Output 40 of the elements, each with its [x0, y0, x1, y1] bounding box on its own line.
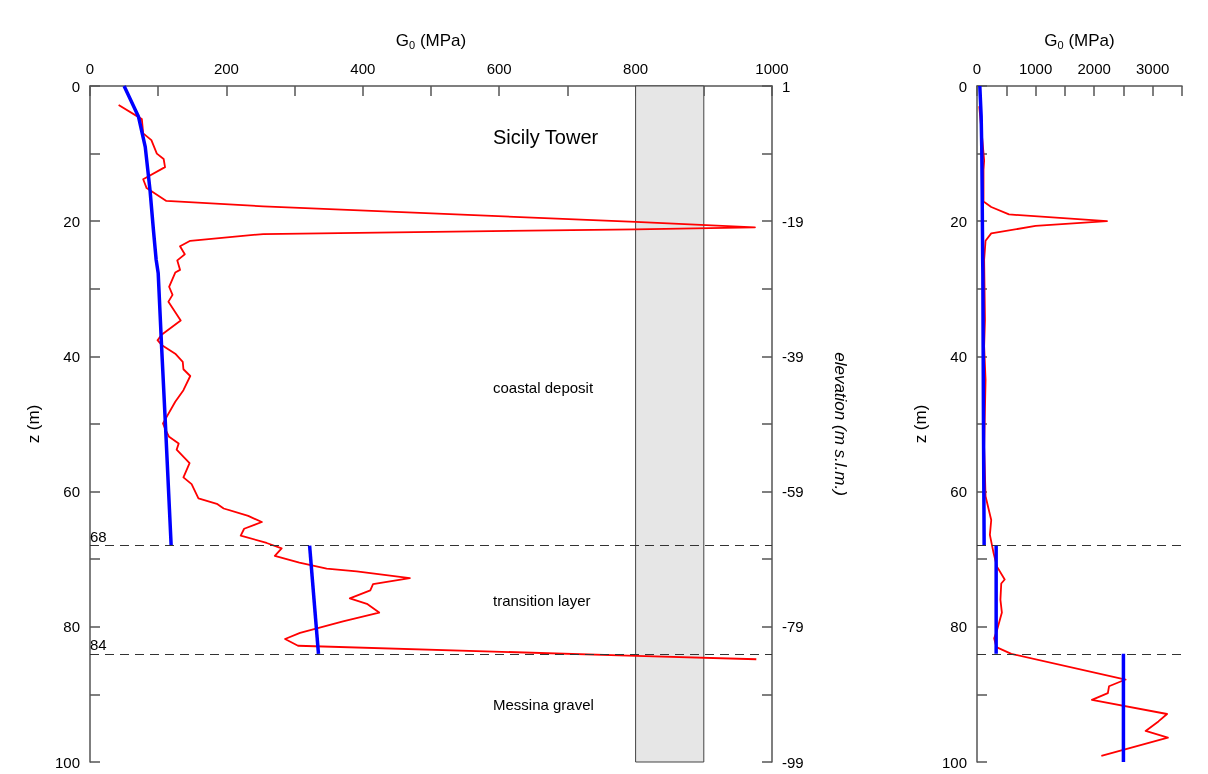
y-tick-label: 20: [950, 212, 967, 230]
x-tick-label: 0: [85, 60, 95, 77]
y-tick-label: 20: [63, 212, 80, 230]
y2-tick-label: -19: [782, 212, 804, 230]
line-series: [117, 104, 758, 661]
y-tick-label: 80: [950, 618, 967, 636]
y-tick-label: 100: [54, 753, 80, 771]
annotation: transition layer: [493, 591, 591, 609]
y-tick-label: 40: [63, 347, 80, 365]
y-tick-label: 0: [958, 77, 967, 95]
x-tick-label: 1000: [1018, 60, 1053, 77]
y-tick-label: 0: [71, 77, 80, 95]
x-tick-label: 0: [972, 60, 982, 77]
y-axis-title: z (m): [24, 404, 43, 444]
y-tick-label: 60: [950, 483, 967, 501]
y-axis-title: z (m): [911, 404, 930, 444]
x-tick-label: 3000: [1136, 60, 1170, 77]
annotation: Sicily Tower: [493, 126, 599, 148]
x-tick-label: 2000: [1077, 60, 1111, 77]
x-tick-label: 200: [213, 60, 239, 77]
annotation: coastal deposit: [493, 378, 594, 396]
ref-line-label: 68: [90, 527, 107, 545]
y2-axis-title: elevation (m s.l.m.): [831, 352, 850, 496]
y2-tick-label: 1: [782, 77, 791, 95]
line-series: [122, 84, 173, 548]
y-tick-label: 60: [63, 483, 80, 501]
annotation: Messina gravel: [493, 695, 594, 713]
x-tick-label: 600: [486, 60, 512, 77]
y-tick-label: 80: [63, 618, 80, 636]
line-series: [978, 84, 986, 548]
y-tick-label: 40: [950, 347, 967, 365]
ref-line-label: 84: [90, 635, 107, 653]
x-tick-label: 800: [623, 60, 649, 77]
y2-tick-label: -79: [782, 618, 804, 636]
y2-tick-label: -39: [782, 347, 804, 365]
y-tick-label: 100: [941, 753, 967, 771]
y2-tick-label: -99: [782, 753, 804, 771]
y2-tick-label: -59: [782, 483, 804, 501]
x-tick-label: 1000: [755, 60, 789, 77]
x-tick-label: 400: [350, 60, 376, 77]
